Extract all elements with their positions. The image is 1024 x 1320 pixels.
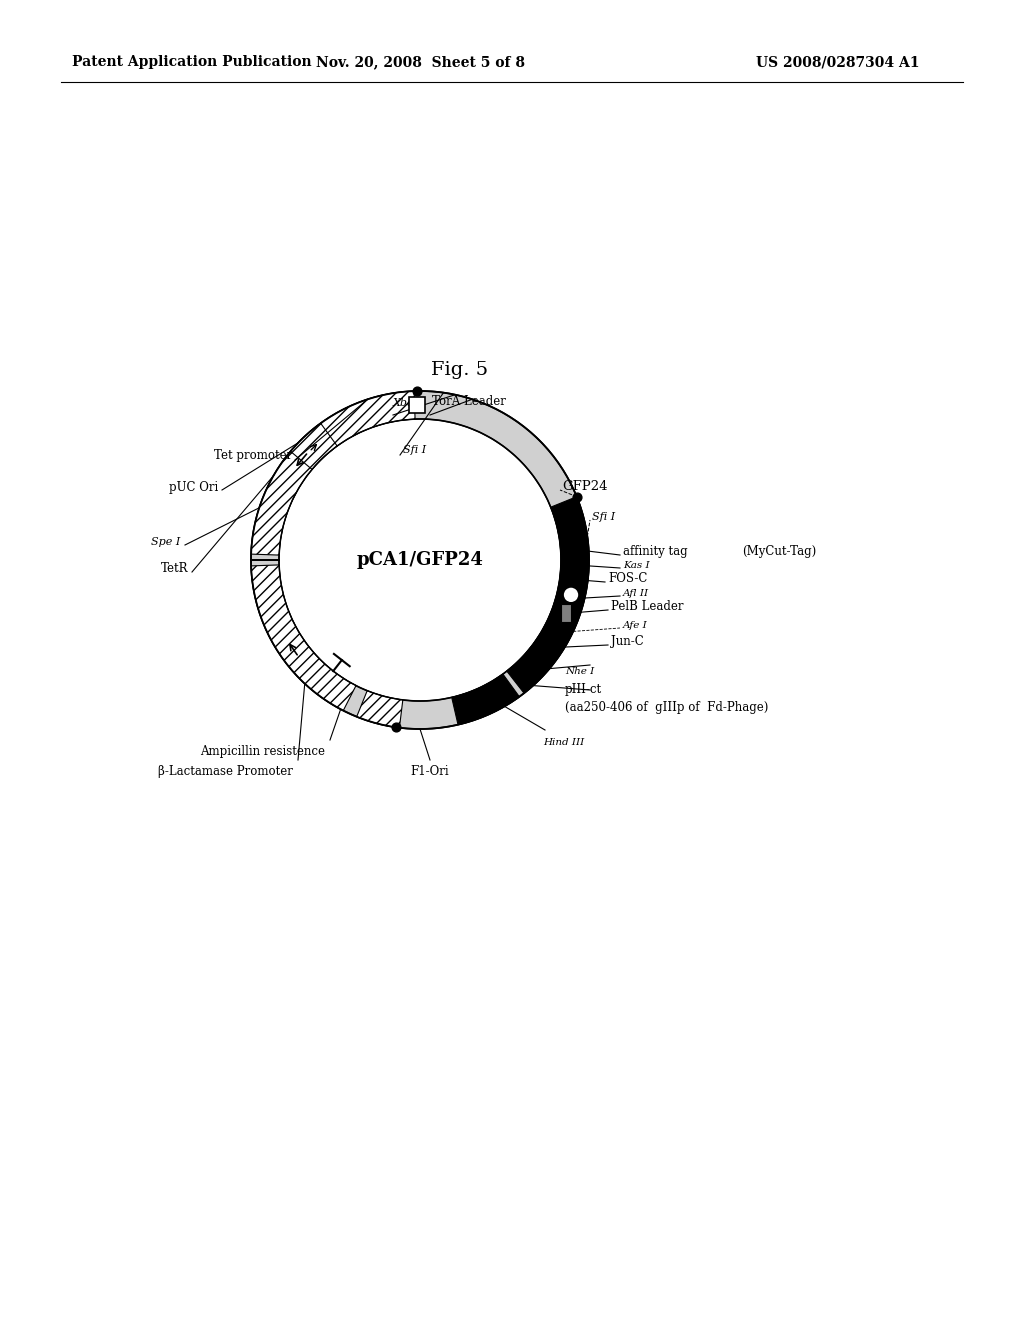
Text: Afe I: Afe I bbox=[623, 620, 648, 630]
Point bbox=[568, 486, 585, 507]
Text: GFP24: GFP24 bbox=[562, 480, 607, 494]
Text: Xba I: Xba I bbox=[393, 399, 423, 408]
Polygon shape bbox=[356, 690, 402, 727]
Text: Nhe I: Nhe I bbox=[565, 668, 594, 676]
Polygon shape bbox=[507, 496, 589, 693]
Text: Kas I: Kas I bbox=[623, 561, 649, 569]
Bar bbox=[410, 397, 425, 413]
Text: (aa250-406 of  gIIIp of  Fd-Phage): (aa250-406 of gIIIp of Fd-Phage) bbox=[565, 701, 768, 714]
Text: Fig. 5: Fig. 5 bbox=[431, 360, 488, 379]
Polygon shape bbox=[251, 391, 589, 729]
Text: Sfi I: Sfi I bbox=[403, 445, 426, 455]
Text: Patent Application Publication: Patent Application Publication bbox=[72, 55, 311, 69]
Text: TetR: TetR bbox=[161, 562, 188, 576]
Text: TorA Leader: TorA Leader bbox=[432, 395, 506, 408]
Text: β-Lactamase Promoter: β-Lactamase Promoter bbox=[158, 766, 293, 777]
Text: Ampicillin resistence: Ampicillin resistence bbox=[200, 744, 325, 758]
Bar bbox=[561, 605, 570, 622]
Point bbox=[409, 380, 425, 401]
Text: FOS-C: FOS-C bbox=[608, 573, 647, 586]
Polygon shape bbox=[251, 391, 415, 556]
Circle shape bbox=[563, 587, 579, 603]
Polygon shape bbox=[291, 424, 337, 470]
Point bbox=[388, 717, 404, 738]
Text: Jun-C: Jun-C bbox=[611, 635, 644, 648]
Text: Hind III: Hind III bbox=[543, 738, 585, 747]
Text: pCA1/GFP24: pCA1/GFP24 bbox=[356, 550, 483, 569]
Text: Afl II: Afl II bbox=[623, 589, 649, 598]
Text: Sfi I: Sfi I bbox=[592, 512, 615, 521]
Text: PelB Leader: PelB Leader bbox=[611, 601, 683, 614]
Polygon shape bbox=[251, 565, 356, 710]
Text: affinity tag: affinity tag bbox=[623, 545, 688, 558]
Text: F1-Ori: F1-Ori bbox=[411, 766, 450, 777]
Text: pIII-ct: pIII-ct bbox=[565, 684, 602, 697]
Text: pUC Ori: pUC Ori bbox=[169, 480, 218, 494]
Text: US 2008/0287304 A1: US 2008/0287304 A1 bbox=[757, 55, 920, 69]
Text: (MyCut-Tag): (MyCut-Tag) bbox=[742, 545, 816, 558]
Text: Nov. 20, 2008  Sheet 5 of 8: Nov. 20, 2008 Sheet 5 of 8 bbox=[315, 55, 524, 69]
Text: Spe I: Spe I bbox=[151, 537, 180, 546]
Polygon shape bbox=[452, 675, 519, 725]
Text: Tet promoter: Tet promoter bbox=[214, 449, 292, 462]
